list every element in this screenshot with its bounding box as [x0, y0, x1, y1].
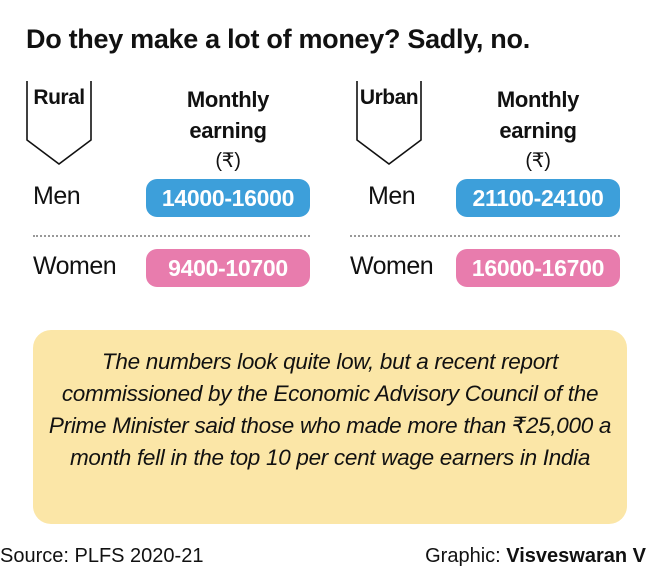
rural-column-heading: Monthly earning (₹)	[158, 84, 298, 177]
urban-label: Urban	[359, 86, 419, 109]
urban-women-earning: 16000-16700	[456, 249, 620, 287]
pennant-icon	[26, 81, 92, 165]
urban-heading-line2: earning	[499, 118, 577, 143]
rural-women-earning: 9400-10700	[146, 249, 310, 287]
rural-heading-unit: (₹)	[215, 150, 241, 172]
urban-women-label: Women	[350, 252, 434, 280]
graphic-credit-prefix: Graphic:	[425, 545, 501, 567]
graphic-credit: Graphic: Visveswaran V	[425, 545, 646, 568]
rural-women-label: Women	[33, 252, 117, 280]
rural-tag: Rural	[26, 80, 92, 166]
rural-heading-line1: Monthly	[186, 87, 270, 112]
rural-divider	[33, 235, 310, 237]
graphic-credit-author: Visveswaran V	[506, 545, 646, 567]
urban-divider	[350, 235, 620, 237]
urban-heading-line1: Monthly	[496, 87, 580, 112]
rural-men-label: Men	[33, 182, 81, 210]
pennant-icon	[356, 81, 422, 165]
urban-tag: Urban	[356, 80, 422, 166]
headline: Do they make a lot of money? Sadly, no.	[26, 24, 530, 54]
urban-men-earning: 21100-24100	[456, 179, 620, 217]
urban-heading-unit: (₹)	[525, 150, 551, 172]
source-credit: Source: PLFS 2020-21	[0, 545, 204, 567]
rural-label: Rural	[33, 86, 85, 109]
rural-men-earning: 14000-16000	[146, 179, 310, 217]
urban-column-heading: Monthly earning (₹)	[468, 84, 608, 177]
urban-men-label: Men	[368, 182, 416, 210]
context-note: The numbers look quite low, but a recent…	[33, 330, 627, 524]
rural-heading-line2: earning	[189, 118, 267, 143]
